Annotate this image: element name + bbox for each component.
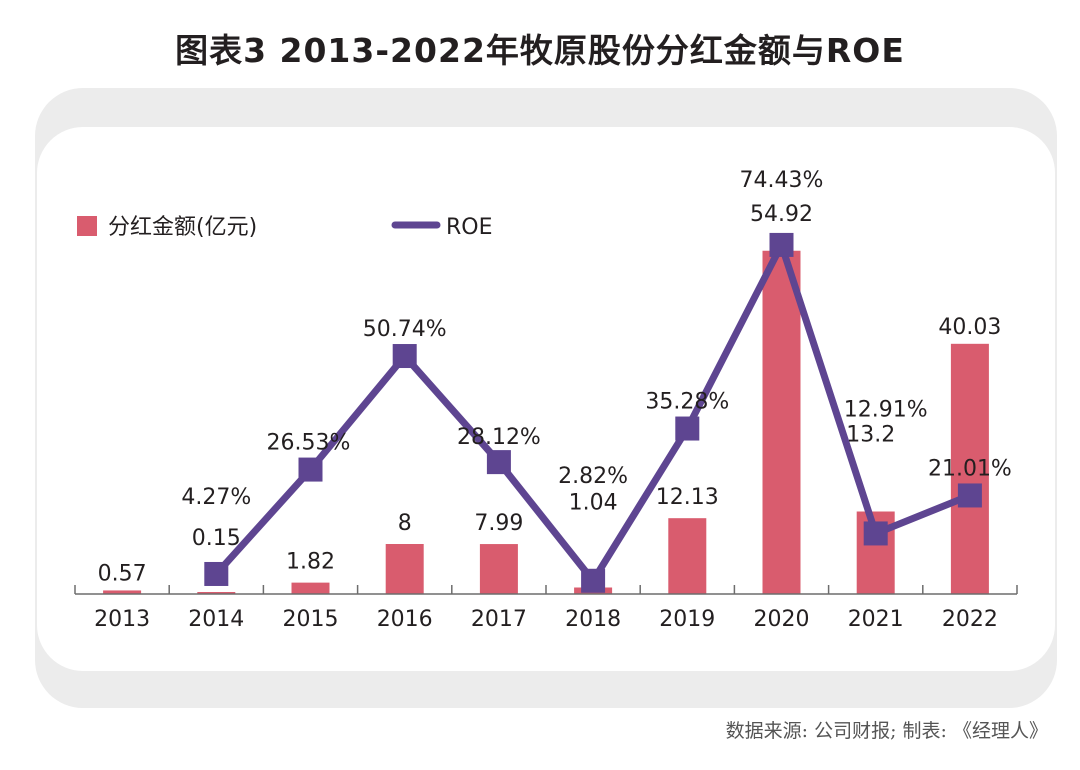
- x-tick-label-2022: 2022: [942, 607, 998, 632]
- x-tick-label-2015: 2015: [283, 607, 339, 632]
- roe-marker-2015: [298, 457, 323, 482]
- bar-value-label-2014: 0.15: [192, 526, 241, 551]
- bar-2020: [762, 250, 801, 594]
- roe-value-label-2016: 50.74%: [363, 317, 447, 342]
- bar-value-label-2013: 0.57: [98, 561, 147, 586]
- roe-line-group: [204, 232, 982, 593]
- legend-line-label: ROE: [446, 215, 493, 240]
- bar-2017: [479, 544, 518, 594]
- bar-2022: [950, 343, 989, 594]
- roe-value-label-2014: 4.27%: [181, 485, 251, 510]
- bar-value-label-2018: 1.04: [569, 491, 618, 516]
- legend-bar-label: 分红金额(亿元): [108, 215, 257, 240]
- x-tick-label-2018: 2018: [565, 607, 621, 632]
- x-tick-label-2019: 2019: [659, 607, 715, 632]
- bar-value-label-2015: 1.82: [286, 550, 335, 575]
- legend: 分红金额(亿元) ROE: [77, 215, 493, 240]
- x-tick-label-2013: 2013: [94, 607, 150, 632]
- x-tick-label-2016: 2016: [377, 607, 433, 632]
- bar-2016: [385, 544, 424, 594]
- bar-2014: [197, 592, 236, 594]
- roe-value-label-2021: 12.91%: [844, 397, 928, 422]
- bar-value-label-2021: 13.2: [846, 423, 895, 448]
- x-tick-label-2021: 2021: [848, 607, 904, 632]
- bar-2015: [291, 582, 330, 594]
- roe-marker-2017: [486, 450, 511, 475]
- source-note: 数据来源: 公司财报; 制表: 《经理人》: [725, 720, 1048, 742]
- bar-2013: [103, 590, 142, 594]
- chart-title: 图表3 2013-2022年牧原股份分红金额与ROE: [175, 31, 905, 70]
- roe-marker-2016: [392, 344, 417, 369]
- bar-2019: [668, 518, 707, 594]
- roe-marker-2021: [863, 521, 888, 546]
- roe-value-label-2019: 35.28%: [645, 390, 729, 415]
- roe-marker-2014: [204, 561, 229, 586]
- roe-value-label-2015: 26.53%: [267, 431, 351, 456]
- bar-value-label-2016: 8: [398, 511, 412, 536]
- bar-value-label-2017: 7.99: [474, 511, 523, 536]
- x-tick-label-2014: 2014: [188, 607, 244, 632]
- roe-value-label-2018: 2.82%: [558, 464, 628, 489]
- bar-value-label-2022: 40.03: [938, 315, 1001, 340]
- roe-value-label-2020: 74.43%: [740, 168, 824, 193]
- bar-value-label-2019: 12.13: [656, 485, 719, 510]
- roe-marker-2022: [957, 483, 982, 508]
- roe-value-label-2017: 28.12%: [457, 425, 541, 450]
- roe-marker-2020: [769, 232, 794, 257]
- roe-marker-2018: [581, 568, 606, 593]
- legend-bar-swatch: [77, 216, 97, 236]
- roe-value-label-2022: 21.01%: [928, 456, 1012, 481]
- data-labels-group: 0.57 0.15 1.82 8 7.99 1.04 12.13 54.92 13.2 40.03…: [98, 168, 1012, 587]
- bar-value-label-2020: 54.92: [750, 202, 813, 227]
- x-tick-label-2020: 2020: [754, 607, 810, 632]
- roe-marker-2019: [675, 416, 700, 441]
- x-tick-label-2017: 2017: [471, 607, 527, 632]
- x-axis: 2013 2014 2015 2016 2017 2018 2019 2020 2021 2022: [74, 585, 1018, 632]
